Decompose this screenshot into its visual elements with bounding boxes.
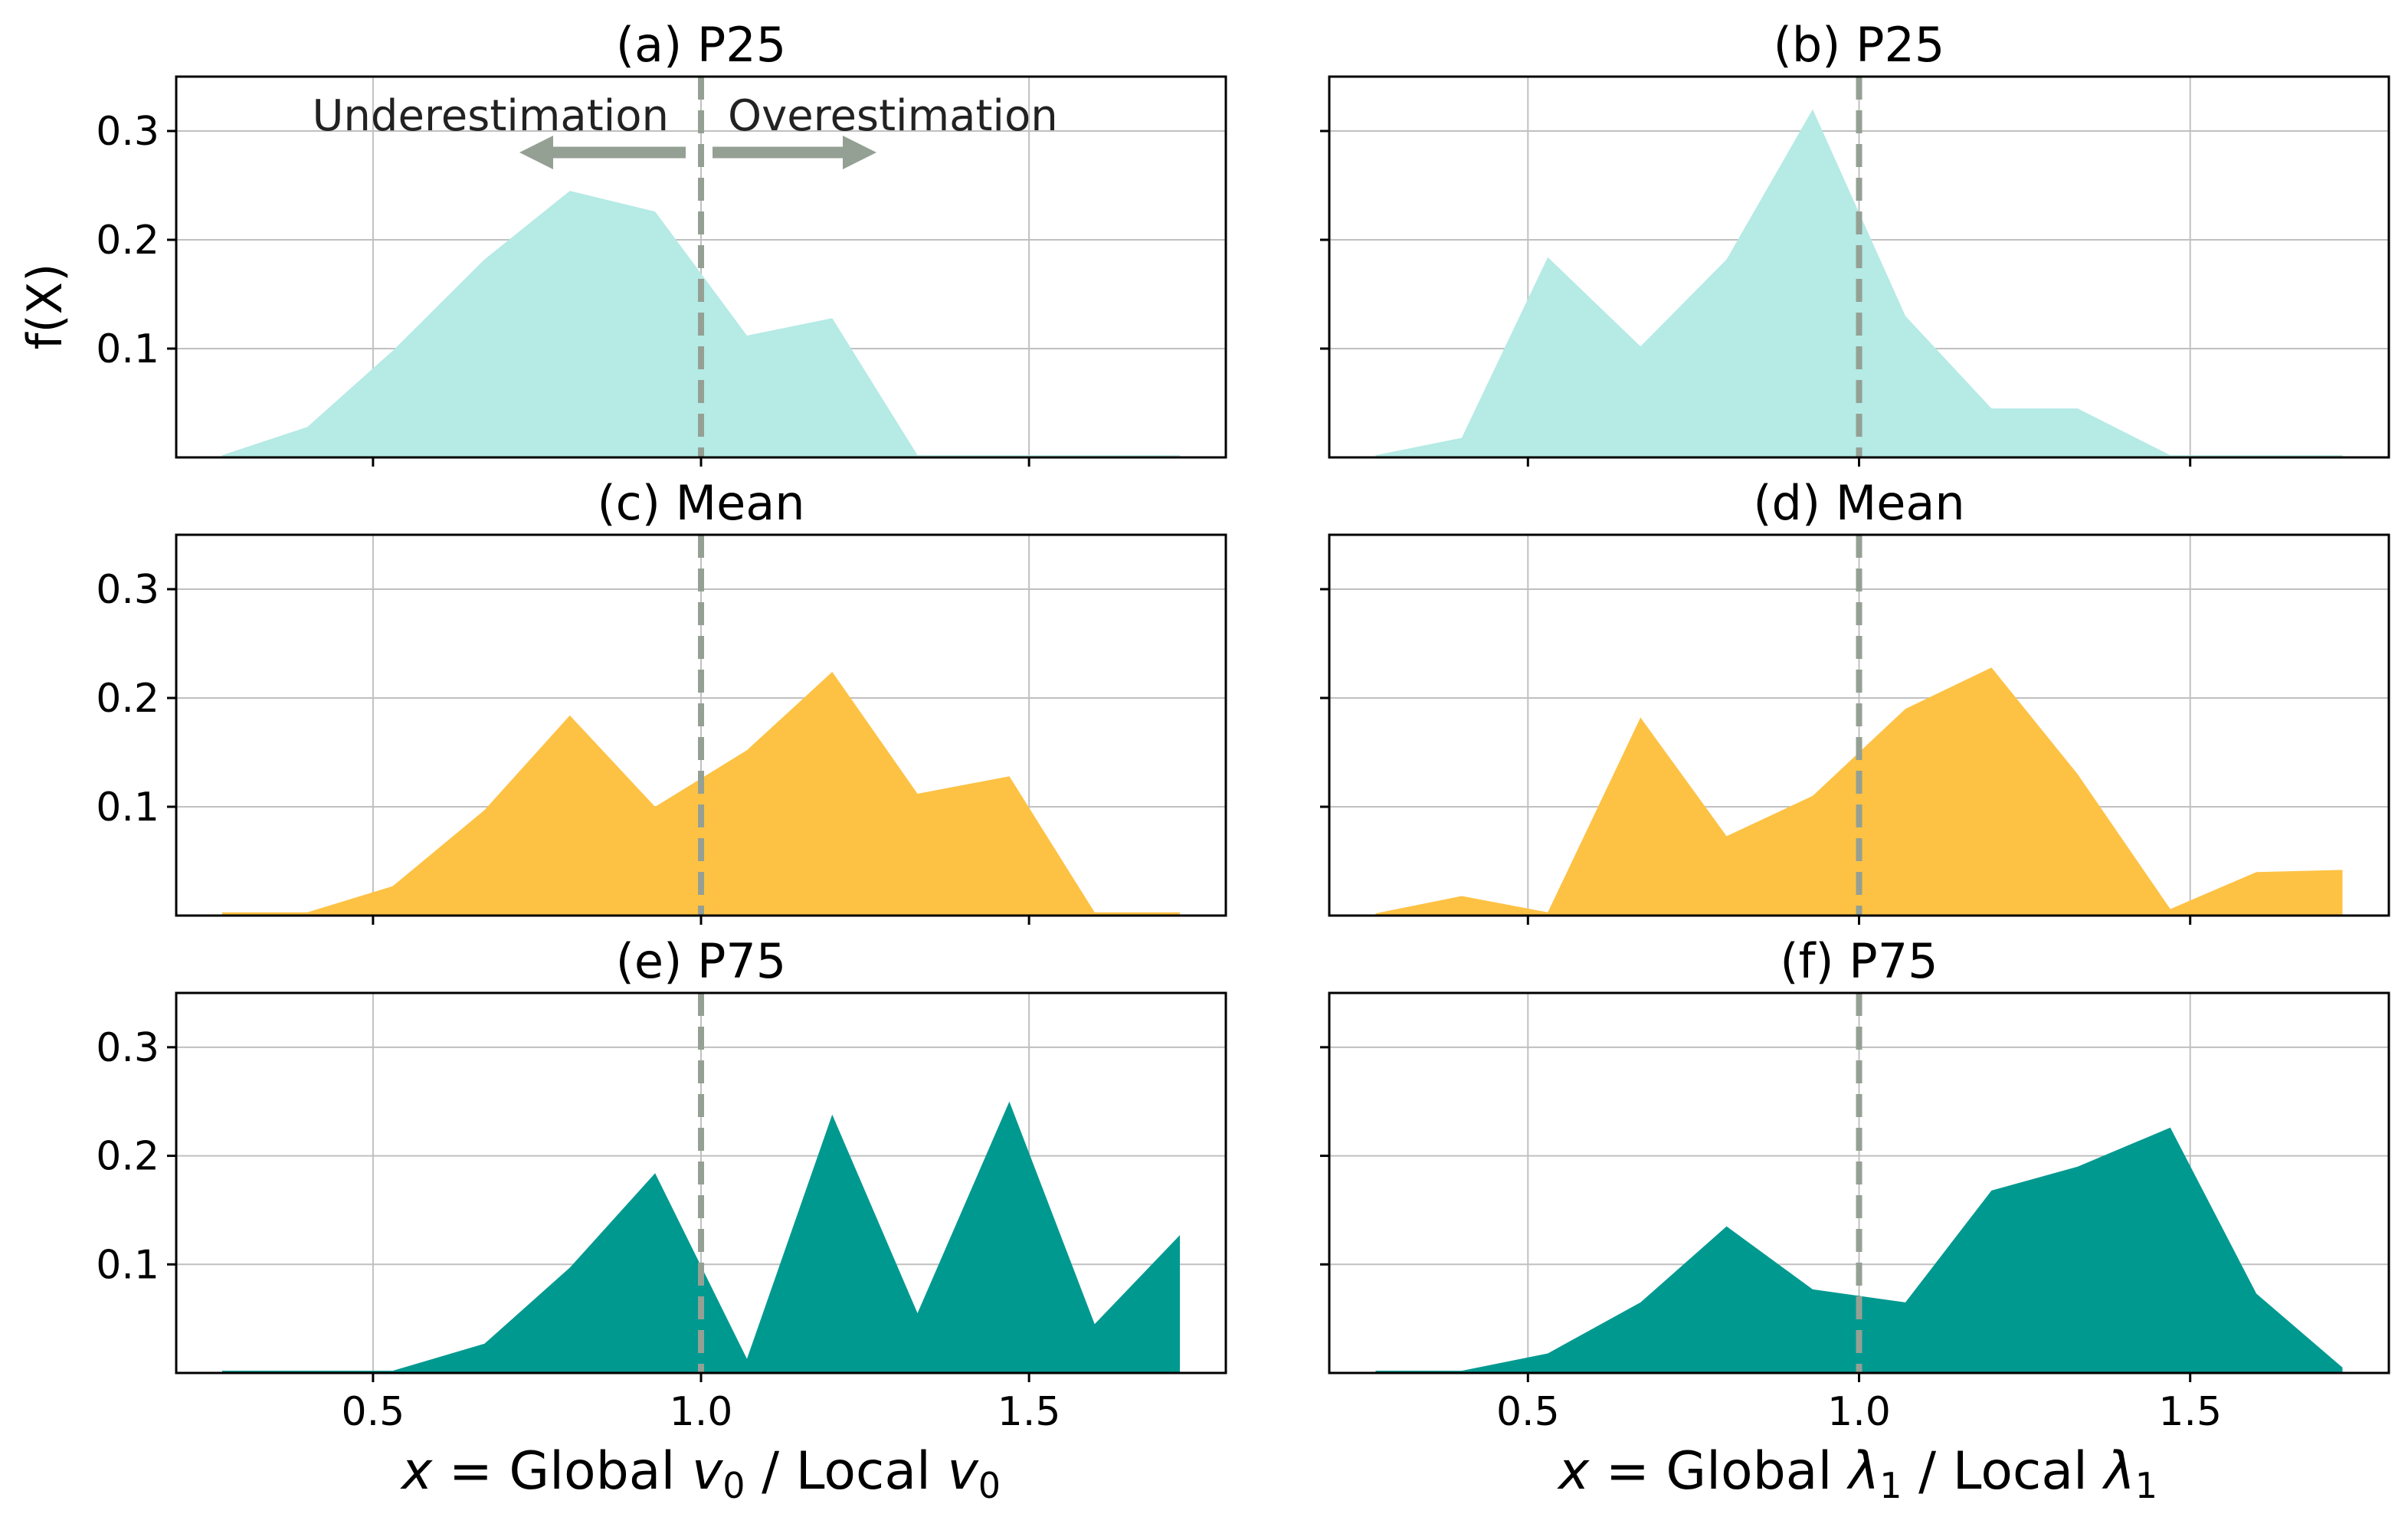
y-tick-label: 0.1 [96, 326, 159, 372]
panels: 0.1 0.2 0.3 (a) P25 (b) P25 0.1 0.2 0.3 (c) Mean… [96, 17, 2390, 1435]
x-axis-label-right: x = Global λ1 / Local λ1 [1557, 1441, 2157, 1506]
panel-title: (e) P75 [616, 933, 787, 989]
y-tick-label: 0.3 [96, 567, 159, 613]
x-tick-label: 0.5 [342, 1389, 405, 1435]
panel-title: (a) P25 [616, 17, 786, 73]
y-tick-label: 0.3 [96, 1025, 159, 1071]
panel-title: (f) P75 [1780, 933, 1938, 989]
panel-title: (b) P25 [1774, 17, 1945, 73]
y-tick-label: 0.1 [96, 785, 159, 831]
panel-title: (d) Mean [1753, 475, 1964, 531]
left-arrow-head [519, 136, 553, 169]
x-tick-label: 1.5 [2158, 1389, 2222, 1435]
x-axis-label-left: x = Global v0 / Local v0 [400, 1441, 1001, 1506]
x-tick-label: 1.0 [670, 1389, 733, 1435]
right-arrow-head [843, 136, 876, 169]
panel-e: 0.1 0.2 0.3 0.5 1.0 1.5 (e) P75 [96, 933, 1227, 1435]
area-series [1375, 1127, 2343, 1373]
area-series [221, 1101, 1181, 1373]
y-tick-label: 0.2 [96, 1134, 159, 1180]
overestimation-label: Overestimation [728, 91, 1058, 141]
x-tick-label: 1.5 [998, 1389, 1061, 1435]
panel-d: (d) Mean [1320, 475, 2390, 925]
y-tick-label: 0.2 [96, 676, 159, 722]
y-tick-label: 0.2 [96, 218, 159, 264]
panel-b: (b) P25 [1320, 17, 2390, 467]
x-tick-label: 1.0 [1827, 1389, 1891, 1435]
estimation-annotation: Underestimation Overestimation [312, 91, 1058, 169]
underestimation-label: Underestimation [312, 91, 669, 141]
panel-c: 0.1 0.2 0.3 (c) Mean [96, 475, 1227, 925]
panel-f: 0.5 1.0 1.5 (f) P75 [1320, 933, 2390, 1435]
y-tick-label: 0.1 [96, 1242, 159, 1288]
x-tick-label: 0.5 [1496, 1389, 1560, 1435]
panel-title: (c) Mean [597, 475, 804, 531]
panel-a: 0.1 0.2 0.3 (a) P25 [96, 17, 1227, 467]
y-axis-label: f(X) [17, 264, 73, 350]
y-tick-label: 0.3 [96, 109, 159, 155]
